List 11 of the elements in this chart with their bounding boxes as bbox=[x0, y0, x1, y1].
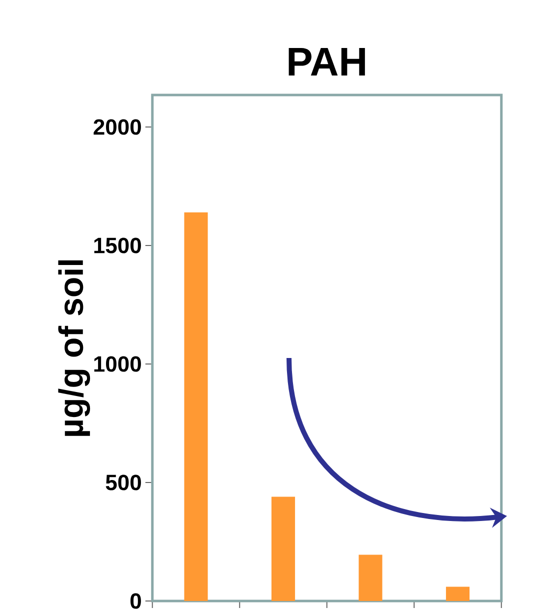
y-axis-title: µg/g of soil bbox=[58, 260, 90, 436]
y-tick-label: 1000 bbox=[94, 356, 141, 372]
y-tick-label: 2000 bbox=[94, 119, 141, 135]
bar bbox=[184, 212, 208, 601]
bar bbox=[271, 496, 296, 601]
chart-title: PAH bbox=[288, 48, 365, 76]
bar bbox=[358, 554, 382, 601]
y-tick-label: 0 bbox=[130, 593, 141, 609]
y-tick-label: 500 bbox=[106, 474, 141, 490]
bar bbox=[446, 586, 470, 601]
y-tick-label: 1500 bbox=[94, 238, 141, 254]
